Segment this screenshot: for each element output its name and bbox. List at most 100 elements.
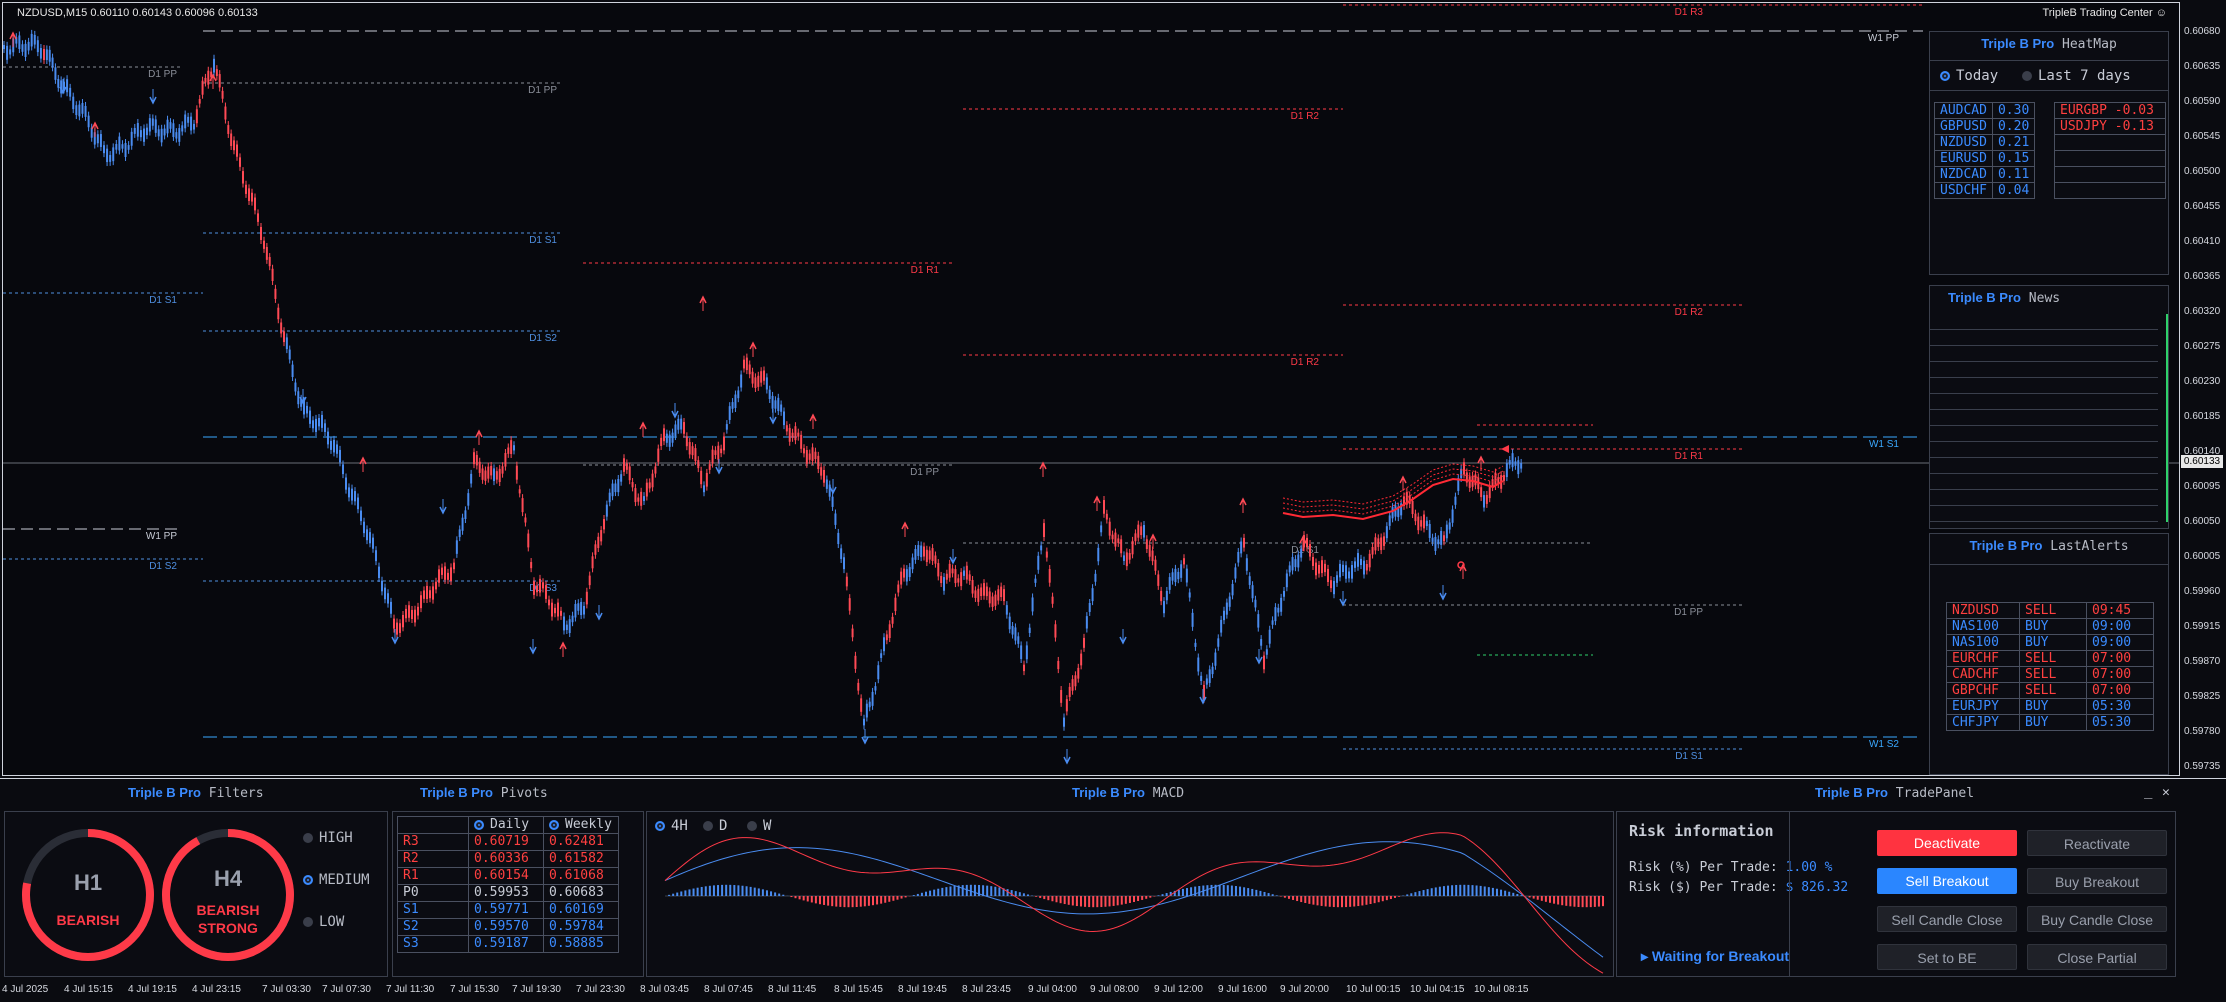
candle-body [172, 123, 175, 137]
filter-low-radio[interactable]: LOW [303, 914, 344, 930]
news-row[interactable] [1930, 458, 2158, 474]
price-chart[interactable]: D1 R3 W1 PP D1 PP D1 PP D1 R2 D1 S1 D1 S1 D1 R1… [2, 2, 2180, 776]
candle-body [1503, 475, 1505, 481]
candle-body [438, 569, 440, 583]
news-scrollbar[interactable] [2166, 314, 2168, 522]
candle-body [1017, 636, 1020, 644]
candle-body [591, 556, 594, 569]
candle-body [708, 464, 711, 470]
candle-body [1091, 588, 1094, 602]
news-row[interactable] [1930, 314, 2158, 330]
candle-body [277, 307, 280, 320]
candle-body [130, 131, 133, 146]
candle-body [1327, 568, 1329, 583]
macd-4h-radio[interactable]: 4H [655, 818, 688, 834]
news-row[interactable] [1930, 330, 2158, 346]
news-row[interactable] [1930, 506, 2158, 522]
news-row[interactable] [1930, 490, 2158, 506]
news-row[interactable] [1930, 410, 2158, 426]
macd-box: 4H D W [646, 811, 1614, 977]
time-tick: 10 Jul 04:15 [1410, 984, 1465, 995]
candle-body [39, 47, 42, 59]
candle-body [513, 445, 515, 451]
news-row[interactable] [1930, 426, 2158, 442]
pivot-corner [397, 816, 469, 834]
candle-body [620, 474, 623, 482]
alert-pair: NZDUSD [1946, 602, 2020, 619]
news-row[interactable] [1930, 474, 2158, 490]
reactivate-button[interactable]: Reactivate [2027, 830, 2167, 856]
deactivate-button[interactable]: Deactivate [1877, 830, 2017, 856]
candle-body [357, 497, 359, 510]
buy-candle-close-button[interactable]: Buy Candle Close [2027, 906, 2167, 932]
sell-breakout-button[interactable]: Sell Breakout [1877, 868, 2017, 894]
news-row[interactable] [1930, 362, 2158, 378]
heatmap-last7-radio[interactable]: Last 7 days [2022, 68, 2131, 84]
candle-body [193, 123, 195, 130]
candle-body [248, 188, 250, 201]
candle-body [366, 529, 368, 541]
heatmap-pair: USDCHF [1934, 182, 1993, 199]
candle-body [583, 605, 585, 615]
candle-body [1431, 537, 1434, 542]
macd-d-radio[interactable]: D [703, 818, 727, 834]
candle-body [1254, 599, 1257, 608]
close-partial-button[interactable]: Close Partial [2027, 944, 2167, 970]
news-row[interactable] [1930, 378, 2158, 394]
candle-body [1094, 573, 1097, 582]
macd-w-radio[interactable]: W [747, 818, 771, 834]
sell-candle-close-button[interactable]: Sell Candle Close [1877, 906, 2017, 932]
radio-on-icon[interactable] [549, 819, 559, 830]
candle-body [345, 477, 347, 490]
pivot-row: S2 0.59570 0.59784 [397, 918, 619, 936]
candle-body [808, 453, 811, 460]
filter-high-radio[interactable]: HIGH [303, 830, 353, 846]
heatmap-today-radio[interactable]: Today [1940, 68, 1998, 84]
candle-body [487, 466, 490, 479]
news-row[interactable] [1930, 442, 2158, 458]
news-row[interactable] [1930, 346, 2158, 362]
heatmap-empty-cell [2054, 182, 2166, 199]
candle-body [260, 226, 262, 240]
filter-medium-radio[interactable]: MEDIUM [303, 872, 370, 888]
risk-pct-row: Risk (%) Per Trade: 1.00 % [1629, 860, 1833, 875]
candle-body [1445, 524, 1448, 539]
alert-pair: CHFJPY [1946, 714, 2020, 731]
candle-body [1511, 453, 1514, 468]
candle-body [548, 599, 550, 606]
pivot-level-label: D1 R1 [911, 265, 940, 276]
radio-on-icon[interactable] [474, 819, 484, 830]
pivot-level-label: W1 S1 [1869, 439, 1899, 450]
buy-breakout-button[interactable]: Buy Breakout [2027, 868, 2167, 894]
heatmap-value: 0.04 [1991, 182, 2036, 199]
pivot-daily: 0.60336 [468, 850, 544, 868]
news-list[interactable] [1930, 314, 2158, 522]
candle-body [917, 545, 920, 556]
set-to-be-button[interactable]: Set to BE [1877, 944, 2017, 970]
time-tick: 7 Jul 19:30 [512, 984, 561, 995]
candle-body [1051, 596, 1054, 604]
pivot-weekly: 0.60169 [543, 901, 619, 919]
trading-center-label: TripleB Trading Center ☺ [2042, 7, 2167, 19]
h4-state: BEARISH [196, 902, 260, 918]
candle-body [1160, 590, 1163, 602]
candle-body [1028, 627, 1031, 633]
candle-body [1494, 472, 1497, 487]
candle-body [521, 498, 524, 513]
candle-body [233, 140, 235, 151]
pivot-weekly: 0.62481 [543, 833, 619, 851]
price-tick: 0.60545 [2184, 131, 2221, 142]
candle-body [402, 614, 404, 628]
candle-body [1480, 487, 1483, 498]
news-row[interactable] [1930, 394, 2158, 410]
indicator-dock: Triple B Pro Filters Triple B Pro Pivots… [0, 778, 2226, 982]
close-button[interactable]: ✕ [2162, 785, 2170, 800]
candle-body [977, 588, 980, 602]
candle-body [1031, 597, 1034, 612]
pivot-level-label: D1 S1 [1675, 751, 1703, 762]
minimize-button[interactable]: _ [2144, 783, 2153, 799]
candle-body [1437, 539, 1440, 545]
candle-body [121, 144, 124, 149]
candle-body [1034, 578, 1037, 583]
candle-body [475, 454, 478, 466]
